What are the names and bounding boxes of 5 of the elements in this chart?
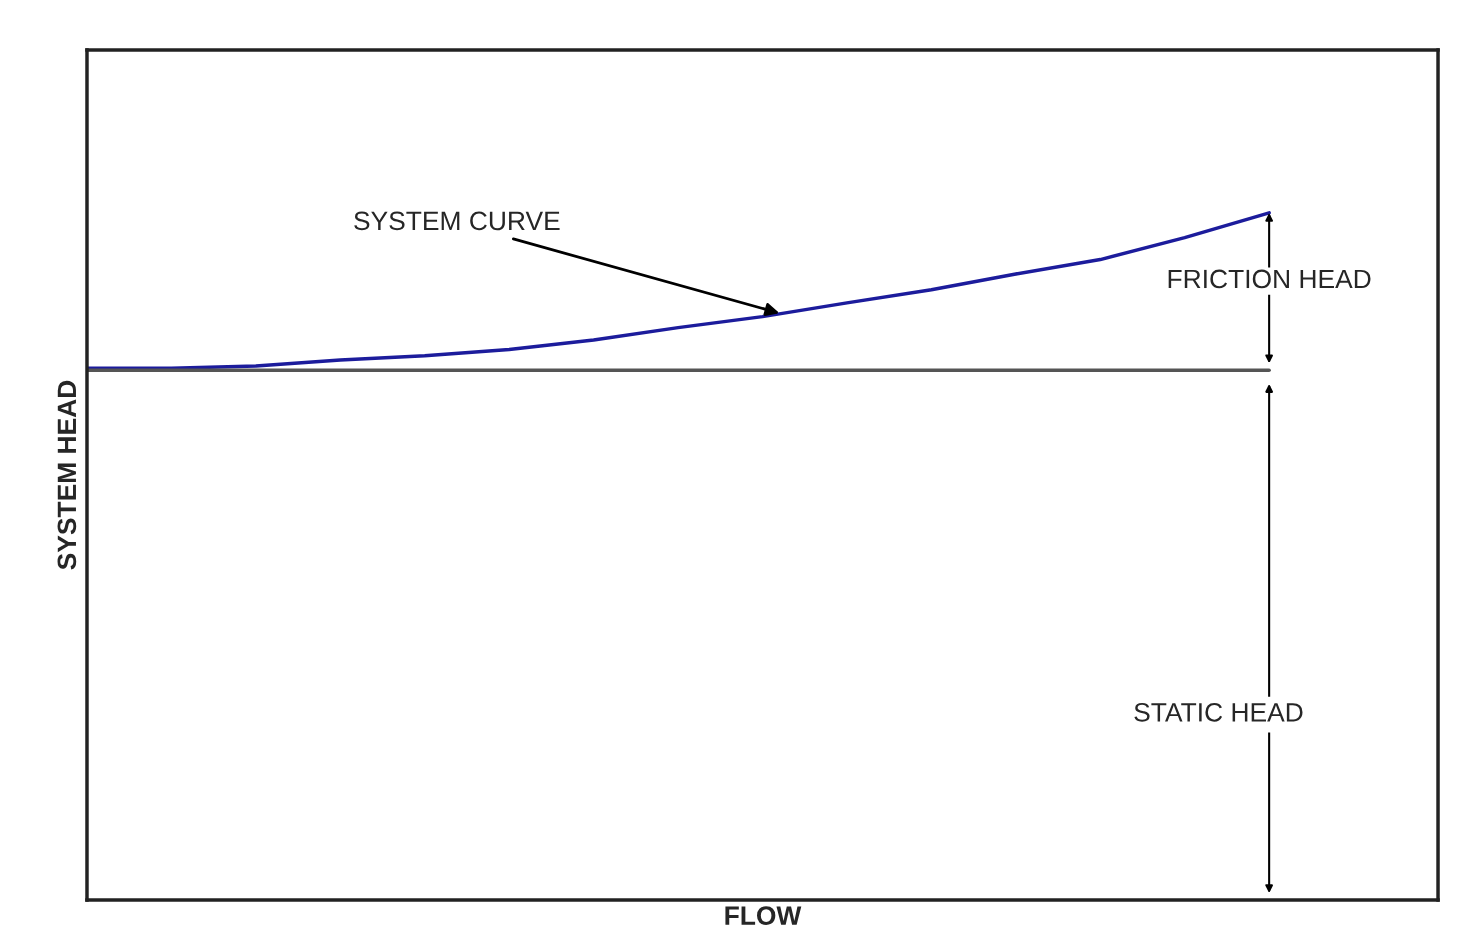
y-axis-title: SYSTEM HEAD xyxy=(57,380,77,570)
annotation: SYSTEM CURVE xyxy=(354,211,560,231)
x-axis-title: FLOW xyxy=(725,906,802,925)
annotation: STATIC HEAD xyxy=(1134,702,1303,722)
annotation: FRICTION HEAD xyxy=(1168,269,1371,289)
